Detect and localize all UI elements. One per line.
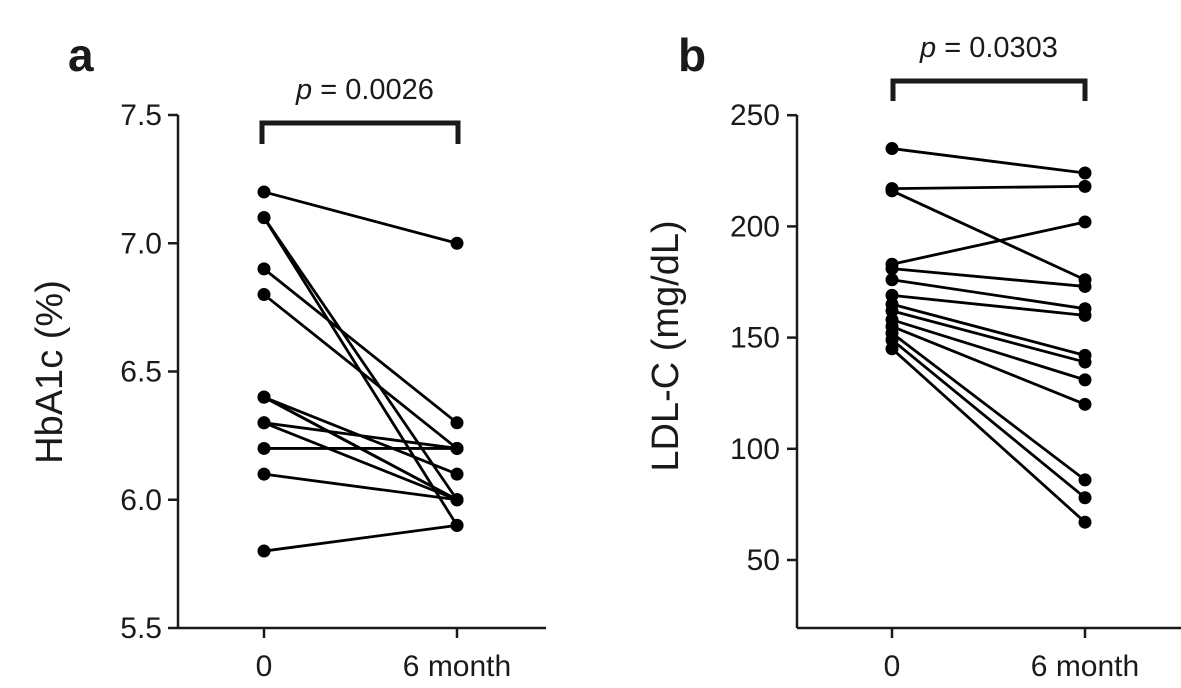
panel-b-lines (891, 147, 1086, 524)
panel-a-points (257, 185, 464, 558)
panel-b-data-point (1078, 279, 1092, 293)
panel-b-pair-line (891, 293, 1086, 317)
panel-b-x-tick-label: 0 (884, 650, 901, 683)
panel-b-data-point (885, 273, 899, 287)
panel-a-data-point (257, 185, 271, 199)
panel-b-pair-line (891, 184, 1086, 190)
panel-b-data-point (885, 342, 899, 356)
panel-b-pair-line (891, 189, 1086, 282)
panel-a-data-point (450, 441, 464, 455)
panel-b-pair-line (891, 309, 1086, 364)
panel-b-pair-line (891, 220, 1086, 266)
panel-b-data-point (1078, 373, 1092, 387)
panel-a-x-tick-label: 0 (256, 650, 273, 683)
panel-a-y-tick-label: 6.0 (120, 484, 162, 517)
panel-b-data-point (885, 288, 899, 302)
panel-b-significance-bracket (890, 78, 1088, 101)
panel-a-pair-line (263, 190, 458, 245)
panel-a-data-point (257, 211, 271, 225)
panel-b-data-point (1078, 355, 1092, 369)
panel-b-data-point (1078, 491, 1092, 505)
panel-b-points (885, 142, 1092, 529)
panel-a-data-point (257, 441, 271, 455)
panel-a-p-value: p = 0.0026 (295, 74, 434, 106)
panel-b-axes: 50 100 150 200 250 0 6 month (730, 99, 1181, 683)
panel-b-data-point (885, 304, 899, 318)
panel-a-x-tick-label: 6 month (403, 650, 511, 683)
panel-b-y-tick-label: 50 (747, 544, 780, 577)
panel-b-data-point (885, 184, 899, 198)
panel-b: b LDL-C (mg/dL) p = 0.0303 50 100 150 200 25… (645, 29, 1181, 683)
panel-b-data-point (1078, 166, 1092, 180)
panel-b-y-axis-title: LDL-C (mg/dL) (645, 220, 687, 471)
panel-b-label: b (678, 29, 706, 81)
panel-b-pair-line (891, 302, 1086, 357)
panel-b-y-tick-label: 200 (730, 210, 780, 243)
panel-a-data-point (450, 416, 464, 430)
panel-a-data-point (257, 262, 271, 276)
panel-a-pair-line (263, 293, 458, 450)
panel-b-pair-line (891, 338, 1086, 499)
panel-a-y-tick-label: 7.0 (120, 227, 162, 260)
panel-a-data-point (450, 467, 464, 481)
panel-b-pair-line (891, 347, 1086, 524)
panel-b-pair-line (891, 325, 1086, 406)
panel-a-data-point (450, 236, 464, 250)
panel-a-data-point (450, 493, 464, 507)
panel-a-axes: 5.5 6.0 6.5 7.0 7.5 0 6 month (120, 99, 546, 683)
panel-a: a HbA1c (%) p = 0.0026 5.5 6.0 6.5 7.0 7.5 0 6… (29, 29, 546, 683)
panel-b-pair-line (891, 318, 1086, 382)
panel-a-data-point (257, 467, 271, 481)
panel-b-data-point (885, 262, 899, 276)
panel-a-data-point (257, 416, 271, 430)
panel-a-data-point (257, 390, 271, 404)
panel-b-data-point (1078, 215, 1092, 229)
panel-b-data-point (1078, 179, 1092, 193)
panel-a-data-point (450, 518, 464, 532)
panel-b-data-point (885, 142, 899, 156)
panel-b-data-point (1078, 473, 1092, 487)
panel-a-lines (262, 190, 459, 553)
panel-a-y-tick-label: 6.5 (120, 356, 162, 389)
panel-a-y-tick-label: 7.5 (120, 99, 162, 132)
panel-a-label: a (68, 29, 94, 81)
panel-a-pair-line (263, 421, 458, 502)
panel-a-y-tick-label: 5.5 (120, 612, 162, 645)
panel-a-pair-line (263, 267, 458, 424)
panel-b-y-tick-label: 100 (730, 433, 780, 466)
panel-a-significance-bracket (259, 120, 461, 144)
panel-a-data-point (257, 544, 271, 558)
panel-b-y-tick-label: 150 (730, 322, 780, 355)
panel-a-data-point (257, 288, 271, 302)
panel-b-pair-line (891, 332, 1086, 482)
panel-a-y-axis-title: HbA1c (%) (29, 280, 71, 464)
panel-a-pair-line (262, 216, 459, 501)
panel-b-data-point (1078, 308, 1092, 322)
panel-a-pair-line (263, 472, 458, 502)
panel-b-x-tick-label: 6 month (1031, 650, 1139, 683)
panel-b-data-point (885, 333, 899, 347)
panel-b-pair-line (891, 278, 1086, 311)
panel-b-pair-line (891, 147, 1086, 175)
panel-a-pair-line (263, 524, 458, 553)
panel-b-data-point (1078, 515, 1092, 529)
panel-b-pair-line (891, 267, 1086, 288)
panel-b-p-value: p = 0.0303 (919, 32, 1058, 64)
panel-b-data-point (1078, 397, 1092, 411)
panel-b-y-tick-label: 250 (730, 99, 780, 132)
panel-a-pair-line (263, 421, 458, 450)
